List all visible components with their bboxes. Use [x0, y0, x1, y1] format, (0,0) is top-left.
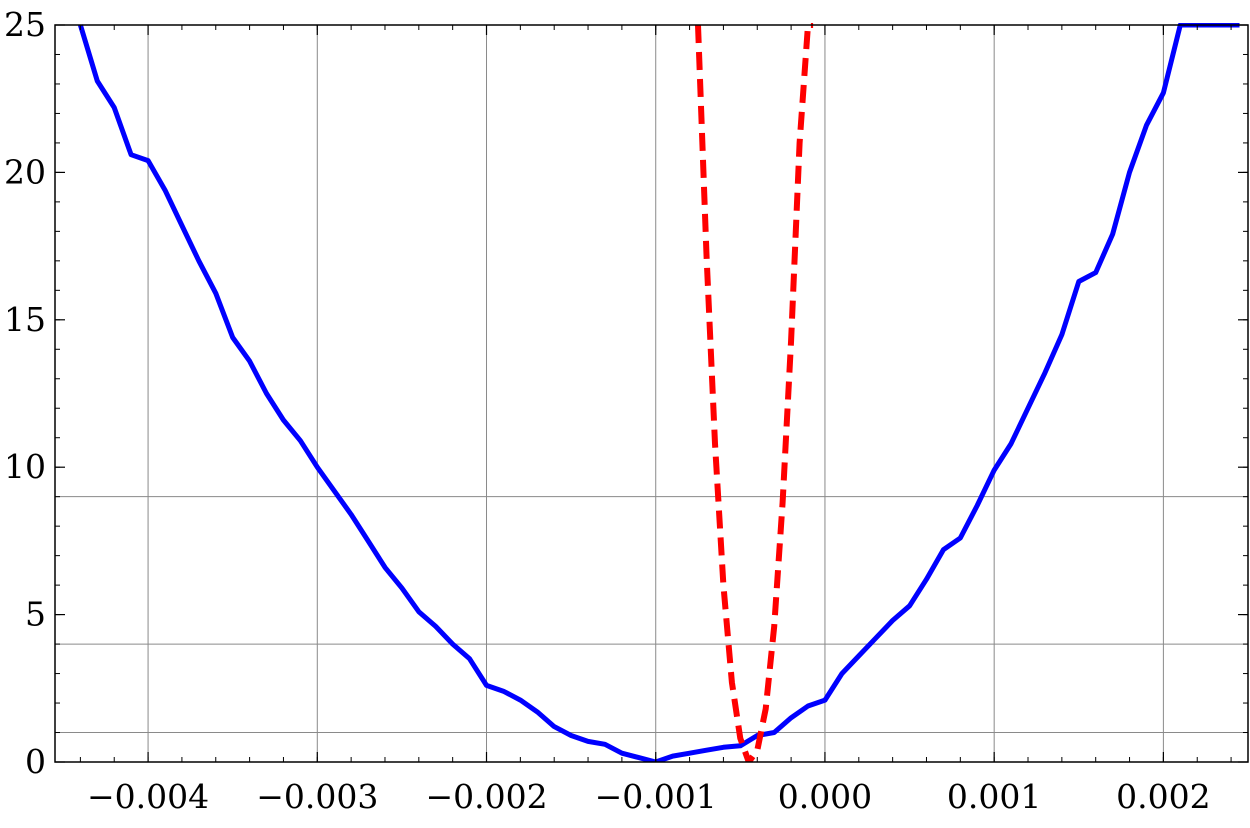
x-tick-label: −0.004: [87, 777, 209, 816]
series-line-solid: [78, 23, 1240, 762]
y-tick-label: 5: [25, 595, 46, 634]
y-tick-label: 10: [4, 447, 46, 486]
x-tick-label: 0.000: [778, 777, 872, 816]
x-tick-label: −0.002: [425, 777, 547, 816]
grid-layer: [55, 25, 1248, 762]
tick-layer: −0.004 −0.003 −0.002 −0.001 0.000 0.001 0.002 0…: [4, 5, 1248, 816]
plot-frame: [54, 24, 1249, 763]
y-tick-label: 20: [4, 152, 46, 191]
series-layer: [78, 23, 1240, 762]
frame-layer: [54, 24, 1249, 763]
y-tick-label: 25: [4, 5, 46, 44]
x-tick-label: 0.001: [947, 777, 1041, 816]
series-line-dashed: [695, 23, 814, 762]
x-tick-label: 0.002: [1116, 777, 1210, 816]
x-tick-label: −0.003: [256, 777, 378, 816]
y-tick-label: 0: [25, 742, 46, 781]
y-tick-label: 15: [4, 300, 46, 339]
x-tick-label: −0.001: [595, 777, 717, 816]
